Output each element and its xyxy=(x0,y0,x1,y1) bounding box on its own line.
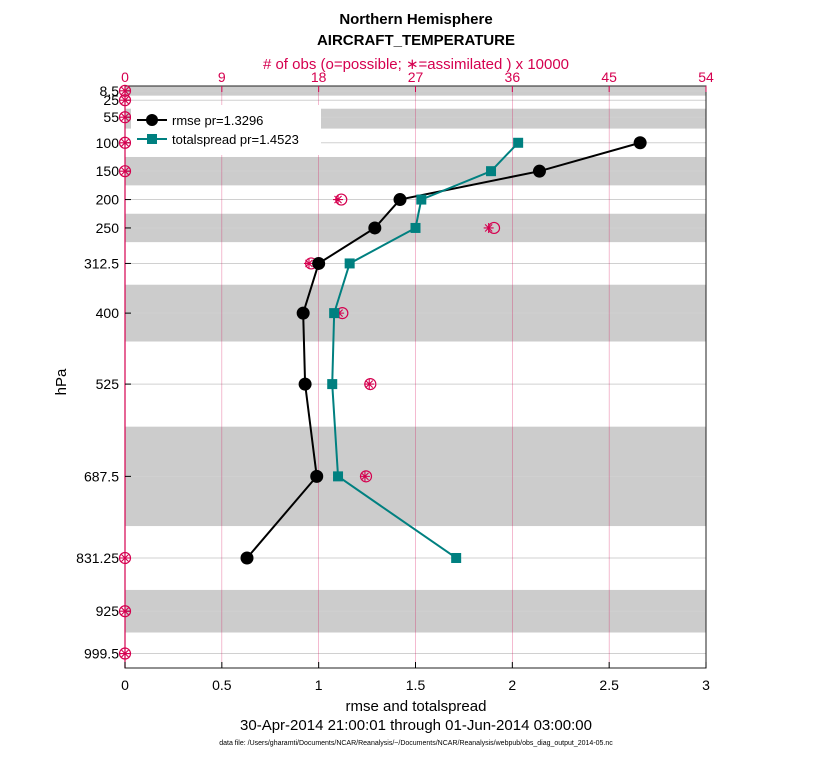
obs-assimilated-marker xyxy=(120,85,130,96)
y-tick-label: 100 xyxy=(96,135,120,151)
totalspread-point xyxy=(333,471,344,482)
x-tick-label: 2.5 xyxy=(599,677,619,693)
x-tick-label: 1 xyxy=(315,677,323,693)
totalspread-point xyxy=(513,137,524,148)
obs-assimilated-marker xyxy=(120,606,130,617)
y-tick-label: 687.5 xyxy=(84,468,119,484)
totalspread-point xyxy=(416,194,427,205)
x-axis-ticks: 0 0.5 1 1.5 2 2.5 3 xyxy=(121,662,710,693)
y-tick-label: 250 xyxy=(96,220,120,236)
y-tick-label: 999.5 xyxy=(84,646,119,662)
rmse-point xyxy=(296,306,310,320)
y-tick-label: 25 xyxy=(103,92,119,108)
y-tick-label: 525 xyxy=(96,376,120,392)
obs-possible-marker xyxy=(118,111,132,124)
totalspread-point xyxy=(451,552,462,563)
rmse-point xyxy=(240,551,254,565)
totalspread-point xyxy=(486,166,497,177)
rmse-point xyxy=(633,136,647,150)
obs-possible-marker xyxy=(118,551,132,565)
top-tick-label: 0 xyxy=(121,69,129,85)
data-file-note: data file: /Users/gharamti/Documents/NCA… xyxy=(219,740,613,747)
legend-box xyxy=(131,105,321,155)
obs-assimilated-marker xyxy=(120,137,130,148)
legend-spread-marker xyxy=(147,134,157,144)
rmse-point xyxy=(532,164,546,178)
obs-assimilated-marker xyxy=(359,471,370,482)
totalspread-point xyxy=(344,258,355,269)
legend: rmse pr=1.3296 totalspread pr=1.4523 xyxy=(131,105,321,155)
obs-assimilated-marker xyxy=(364,379,375,390)
top-tick-label: 45 xyxy=(601,69,617,85)
obs-assimilated-marker xyxy=(120,166,130,177)
y-tick-label: 925 xyxy=(96,603,120,619)
x-tick-label: 0.5 xyxy=(212,677,232,693)
top-tick-label: 36 xyxy=(505,69,521,85)
rmse-point xyxy=(312,256,326,270)
y-tick-label: 150 xyxy=(96,163,120,179)
rmse-point xyxy=(368,221,382,235)
top-tick-label: 9 xyxy=(218,69,226,85)
x-tick-label: 1.5 xyxy=(406,677,426,693)
obs-assimilated-marker xyxy=(120,552,130,563)
y-tick-label: 400 xyxy=(96,305,120,321)
top-tick-label: 27 xyxy=(408,69,424,85)
series-lines xyxy=(240,136,647,565)
totalspread-point xyxy=(329,308,340,319)
legend-rmse-marker xyxy=(146,114,158,126)
top-tick-label: 18 xyxy=(311,69,327,85)
x-axis-label: rmse and totalspread xyxy=(346,698,487,715)
chart-title: Northern Hemisphere xyxy=(339,11,492,28)
rmse-point xyxy=(393,193,407,207)
x-tick-label: 0 xyxy=(121,677,129,693)
y-tick-label: 200 xyxy=(96,192,120,208)
rmse-point xyxy=(298,377,312,391)
top-axis-ticks: 0 9 18 27 36 45 54 xyxy=(121,69,714,92)
obs-assimilated-marker xyxy=(120,112,130,123)
obs-possible-marker xyxy=(118,605,132,618)
obs-possible-marker xyxy=(118,136,132,149)
obs-assimilated-marker xyxy=(483,222,494,233)
top-tick-label: 54 xyxy=(698,69,714,85)
x-tick-label: 3 xyxy=(702,677,710,693)
top-axis-label: # of obs (o=possible; ∗=assimilated ) x … xyxy=(263,56,569,73)
y-tick-label: 312.5 xyxy=(84,255,119,271)
x-tick-label: 2 xyxy=(508,677,516,693)
totalspread-point xyxy=(410,222,421,233)
legend-rmse-label: rmse pr=1.3296 xyxy=(172,113,263,128)
y-tick-label: 831.25 xyxy=(76,550,119,566)
obs-assimilated-marker xyxy=(333,194,344,205)
obs-possible-marker xyxy=(118,647,132,660)
date-range: 30-Apr-2014 21:00:01 through 01-Jun-2014… xyxy=(240,717,592,734)
y-tick-label: 8.5 xyxy=(100,83,120,99)
obs-assimilated-marker xyxy=(120,648,130,659)
y-tick-label: 55 xyxy=(103,109,119,125)
obs-assimilated-marker xyxy=(303,258,314,269)
obs-possible-marker xyxy=(118,165,132,178)
rmse-point xyxy=(310,469,324,483)
legend-spread-label: totalspread pr=1.4523 xyxy=(172,132,299,147)
totalspread-point xyxy=(327,379,338,390)
y-axis-label: hPa xyxy=(53,368,70,395)
obs-assimilated-marker xyxy=(120,95,130,106)
chart-subtitle: AIRCRAFT_TEMPERATURE xyxy=(317,32,515,49)
